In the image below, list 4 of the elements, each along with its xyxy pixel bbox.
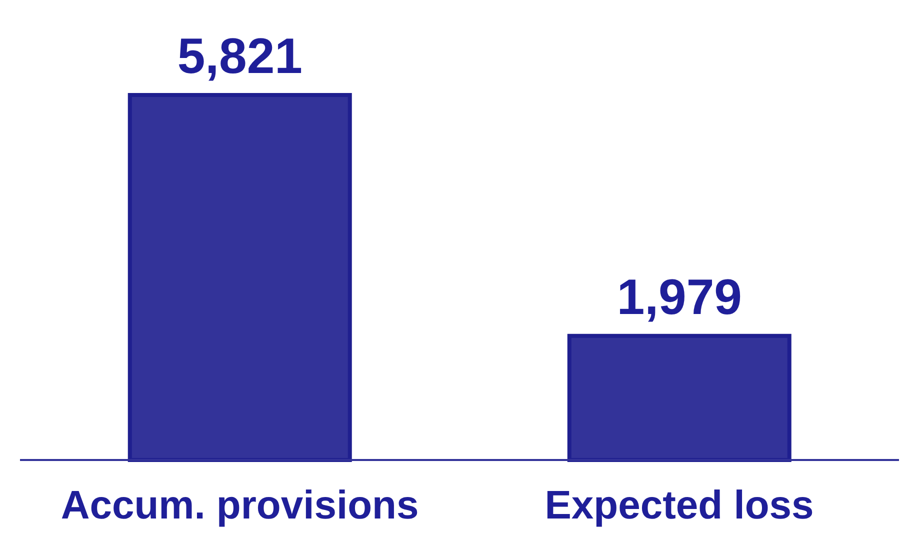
x-tick-label: Expected loss xyxy=(544,483,814,528)
data-label: 1,979 xyxy=(616,268,742,325)
data-label: 5,821 xyxy=(177,28,302,84)
x-tick-label: Accum. provisions xyxy=(60,483,419,528)
